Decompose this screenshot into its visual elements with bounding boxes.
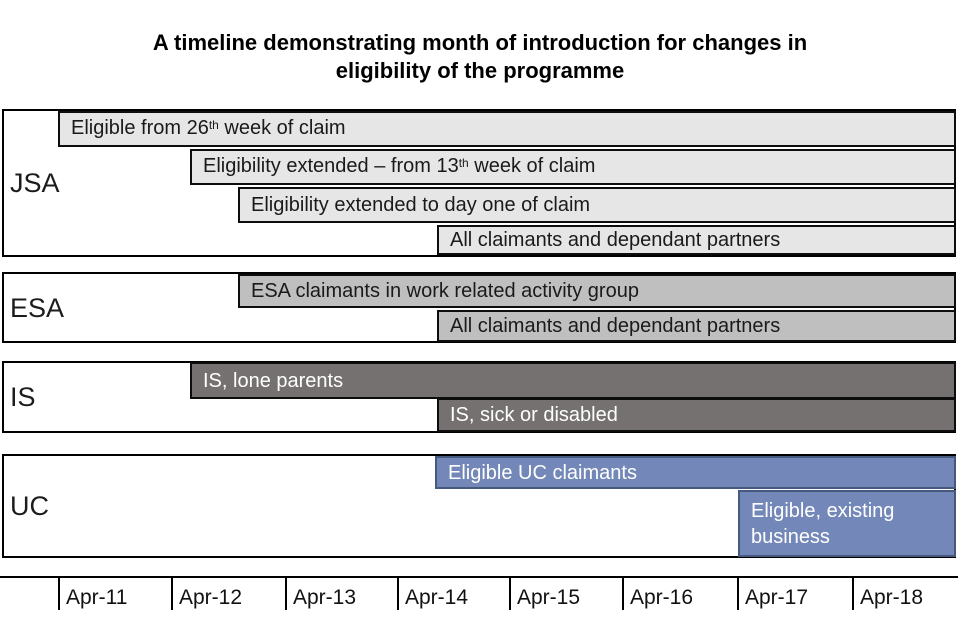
axis-tick xyxy=(509,576,511,610)
timeline-bar-esa-1: ESA claimants in work related activity g… xyxy=(238,274,956,308)
axis-tick xyxy=(737,576,739,610)
axis-tick-label: Apr-18 xyxy=(860,586,924,609)
timeline-bar-jsa-1: Eligible from 26th week of claim xyxy=(58,111,956,147)
timeline-bar-label: Eligible from 26th week of claim xyxy=(71,117,346,139)
timeline-bar-esa-2: All claimants and dependant partners xyxy=(437,310,956,342)
chart-title: A timeline demonstrating month of introd… xyxy=(0,29,960,85)
axis-tick xyxy=(58,576,60,610)
row-label-esa: ESA xyxy=(10,292,65,323)
timeline-bar-uc-2: Eligible, existing business xyxy=(738,490,956,557)
timeline-bar-label: Eligible UC claimants xyxy=(448,461,637,484)
axis-tick xyxy=(622,576,624,610)
axis-tick-label: Apr-17 xyxy=(745,586,809,609)
timeline-bar-label: Eligibility extended to day one of claim xyxy=(251,194,591,216)
timeline-bar-label: Eligible, existing business xyxy=(751,499,895,548)
axis-tick-label: Apr-13 xyxy=(293,586,357,609)
axis-tick-label: Apr-12 xyxy=(179,586,243,609)
timeline-bar-label: ESA claimants in work related activity g… xyxy=(251,280,639,302)
timeline-bar-jsa-2: Eligibility extended – from 13th week of… xyxy=(190,149,956,185)
timeline-bar-label: All claimants and dependant partners xyxy=(450,229,781,251)
axis-tick-label: Apr-11 xyxy=(66,586,128,609)
timeline-bar-label: IS, sick or disabled xyxy=(450,404,618,426)
axis-tick xyxy=(852,576,854,610)
axis-tick-label: Apr-14 xyxy=(405,586,469,609)
row-label-uc: UC xyxy=(10,491,49,521)
chart-title-line2: eligibility of the programme xyxy=(335,58,625,83)
axis-tick xyxy=(171,576,173,610)
timeline-bar-jsa-4: All claimants and dependant partners xyxy=(437,225,956,255)
timeline-bar-uc-1: Eligible UC claimants xyxy=(435,456,956,489)
chart-title-line1: A timeline demonstrating month of introd… xyxy=(152,30,808,55)
x-axis-line xyxy=(0,576,958,578)
timeline-bar-is-1: IS, lone parents xyxy=(190,362,956,399)
row-label-jsa: JSA xyxy=(10,168,60,198)
axis-tick-label: Apr-16 xyxy=(630,586,694,609)
axis-tick-label: Apr-15 xyxy=(517,586,581,609)
timeline-bar-label: All claimants and dependant partners xyxy=(450,315,781,337)
timeline-bar-is-2: IS, sick or disabled xyxy=(437,398,956,432)
timeline-bar-label: Eligibility extended – from 13th week of… xyxy=(203,155,596,177)
row-label-is: IS xyxy=(10,382,36,412)
axis-tick xyxy=(397,576,399,610)
timeline-bar-label: IS, lone parents xyxy=(203,369,344,392)
timeline-bar-jsa-3: Eligibility extended to day one of claim xyxy=(238,187,956,223)
axis-tick xyxy=(285,576,287,610)
